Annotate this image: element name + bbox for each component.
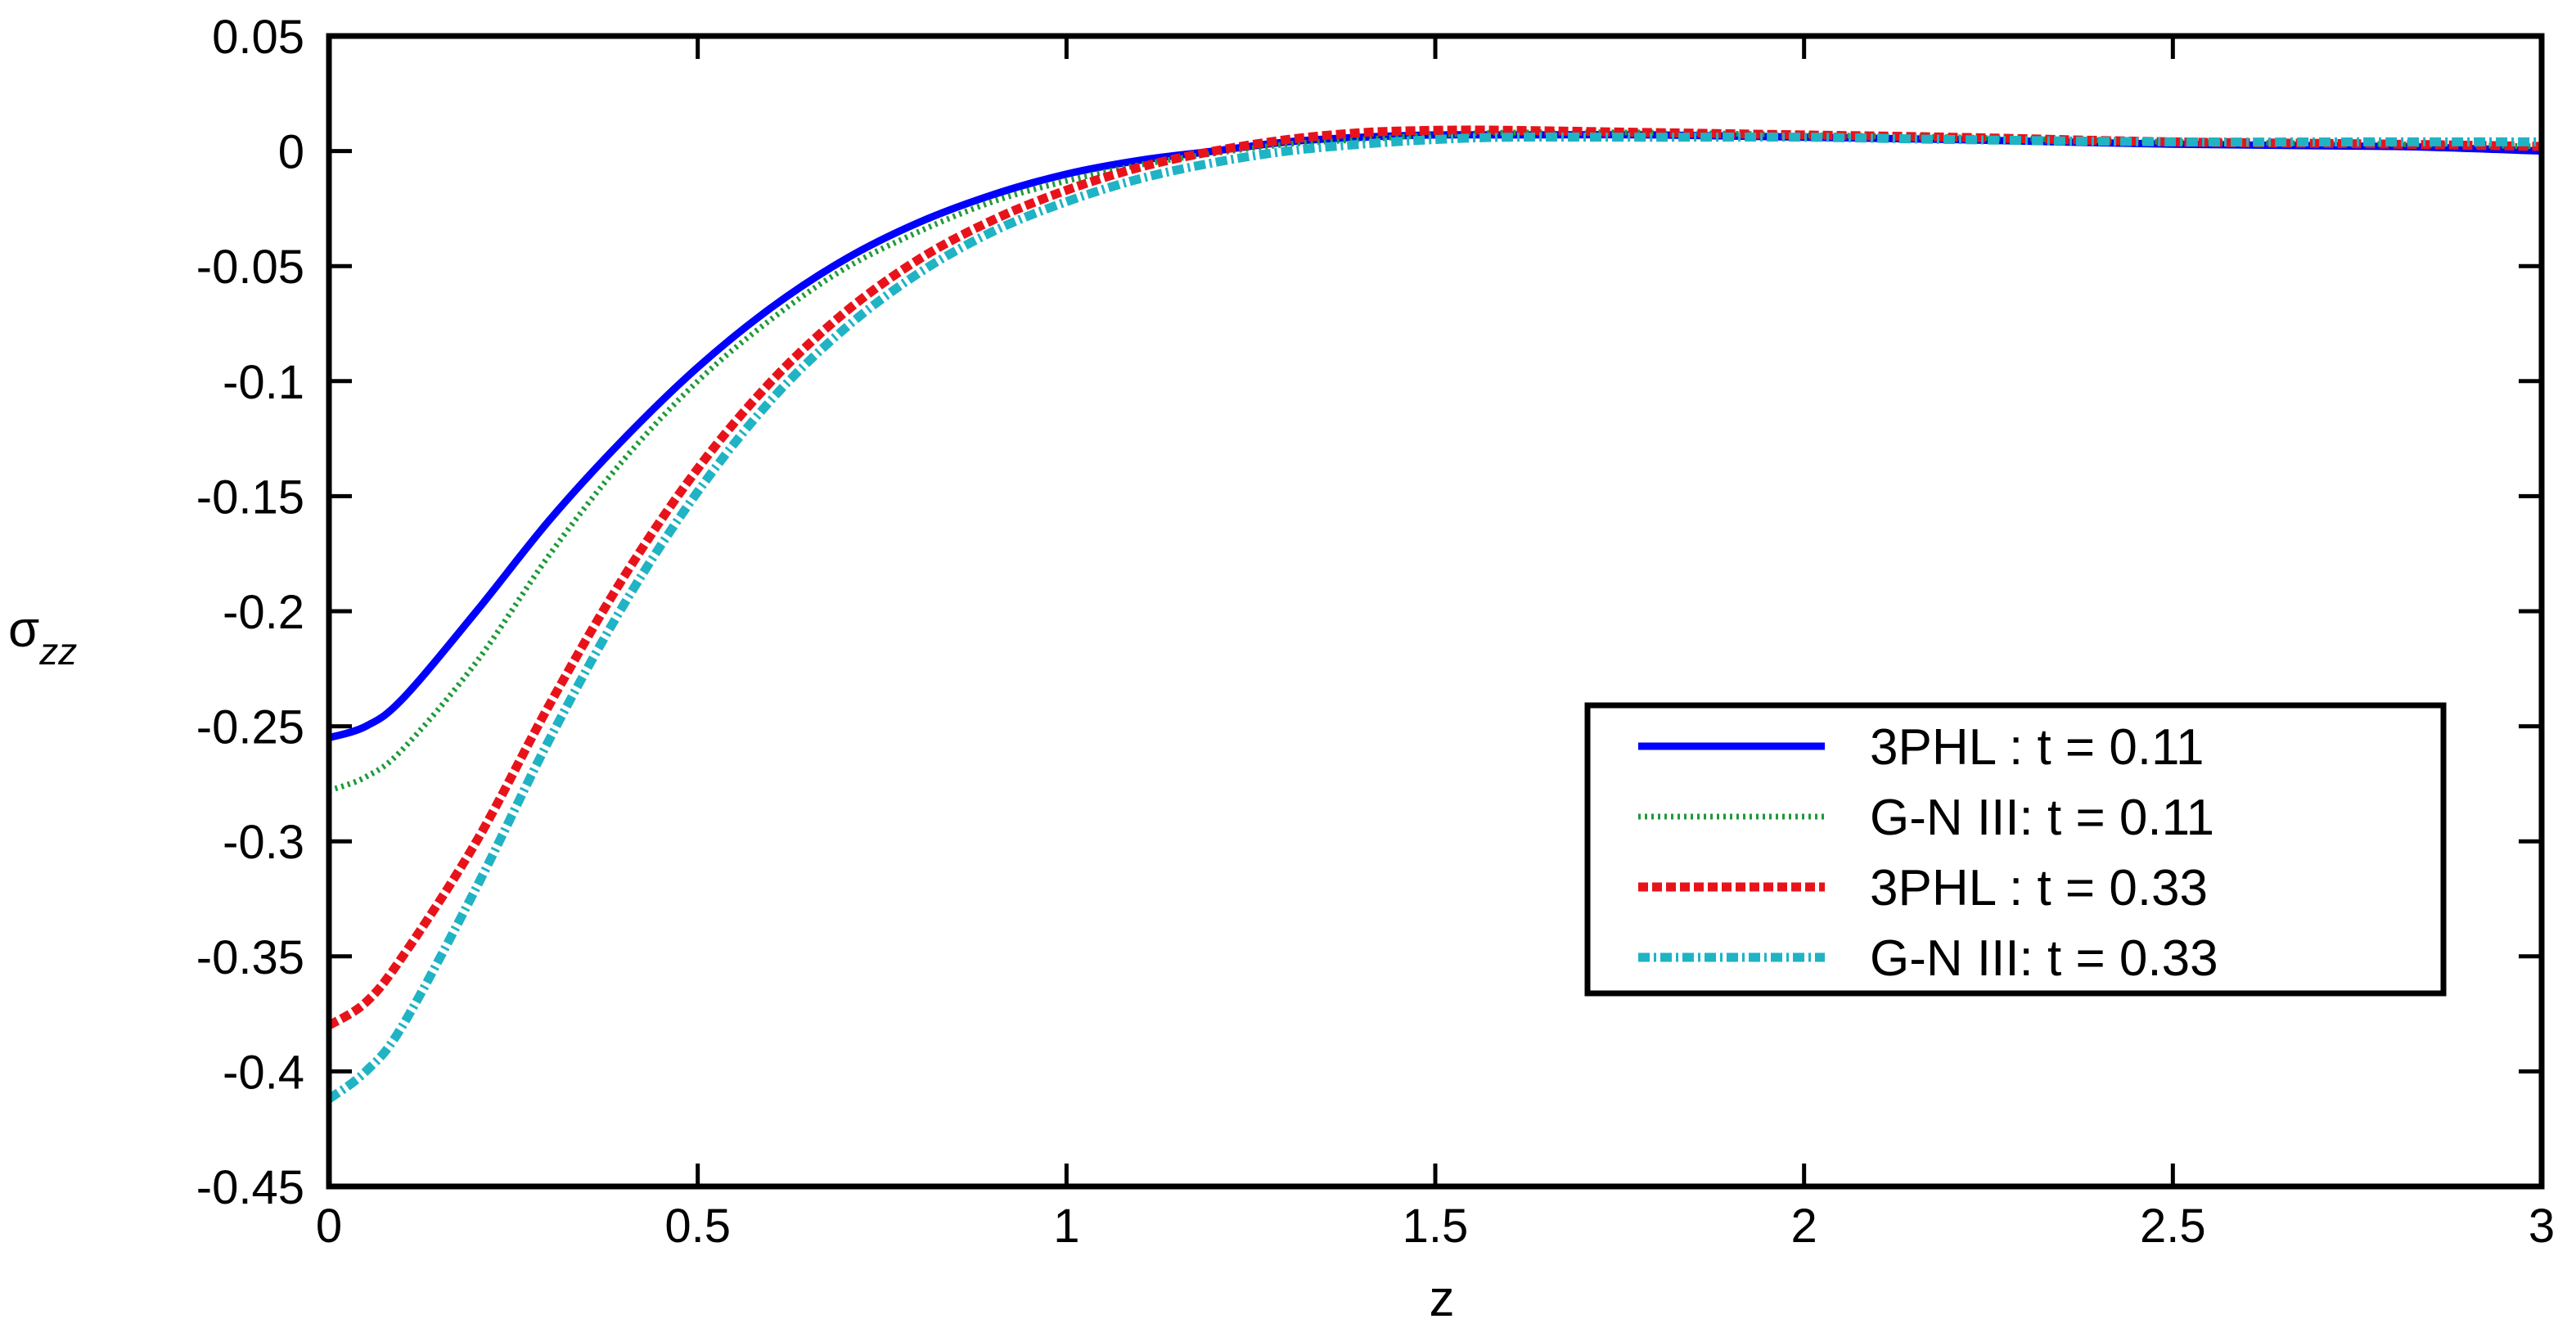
x-tick-label: 2.5 <box>2140 1200 2206 1253</box>
y-tick-label: 0 <box>278 126 304 179</box>
y-tick-label: -0.35 <box>196 931 304 984</box>
legend-label-2: G-N III: t = 0.11 <box>1870 790 2214 846</box>
x-tick-label: 1 <box>1053 1200 1079 1253</box>
x-tick-label: 2 <box>1791 1200 1817 1253</box>
x-tick-label: 0 <box>316 1200 342 1253</box>
y-tick-label: -0.3 <box>223 816 304 869</box>
labels-layer: 0 0.5 1 1.5 2 2.5 3 0.05 0 -0.05 -0.1 -0.15 -0.2 -0.2… <box>8 11 2555 1327</box>
y-tick-label: -0.05 <box>196 241 304 294</box>
x-axis-label: z <box>1430 1271 1455 1324</box>
y-tick-label: -0.2 <box>223 586 304 639</box>
y-tick-label: -0.4 <box>223 1046 304 1099</box>
series-layer <box>326 125 2542 1103</box>
x-tick-label: 3 <box>2529 1200 2555 1253</box>
legend-label-4: G-N III: t = 0.33 <box>1870 930 2218 987</box>
x-tick-label: 0.5 <box>664 1200 731 1253</box>
legend: 3PHL : t = 0.11 G-N III: t = 0.11 3PHL : t… <box>1584 702 2447 997</box>
legend-label-3: 3PHL : t = 0.33 <box>1870 860 2208 916</box>
legend-box <box>1584 702 2447 997</box>
y-tick-label: 0.05 <box>212 11 304 64</box>
series-line-2 <box>327 129 2542 794</box>
legend-label-1: 3PHL : t = 0.11 <box>1870 719 2204 776</box>
y-axis-label-subscript: zz <box>38 630 77 673</box>
y-axis-label-main: σ <box>8 601 39 658</box>
y-tick-label: -0.15 <box>196 470 304 524</box>
y-tick-label: -0.25 <box>196 701 304 754</box>
x-tick-label: 1.5 <box>1403 1200 1469 1253</box>
y-axis-label: σzz <box>8 601 77 673</box>
y-tick-label: -0.1 <box>223 356 304 409</box>
series-line-4 <box>326 133 2542 1103</box>
y-tick-label: -0.45 <box>196 1161 304 1214</box>
plot-frame <box>326 33 2545 1190</box>
